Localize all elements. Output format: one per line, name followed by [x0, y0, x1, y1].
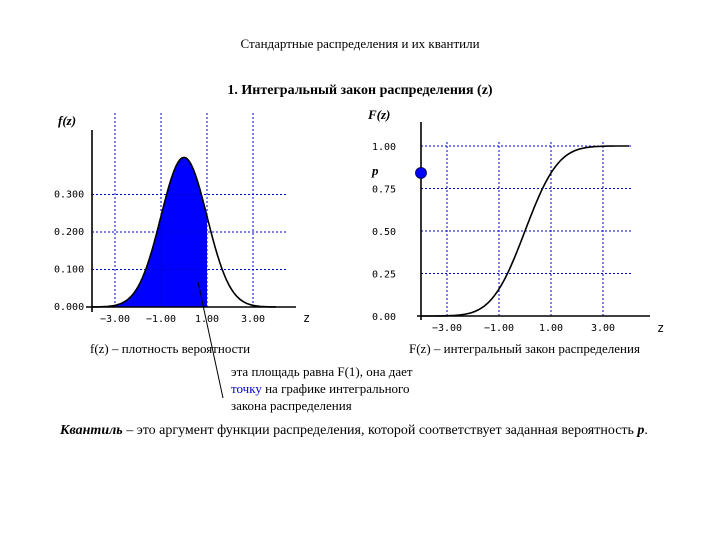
density-caption: f(z) – плотность вероятности	[90, 341, 251, 356]
right-y-axis-label: F(z)	[368, 107, 391, 122]
cdf-x-tick-0: −3.00	[432, 323, 462, 334]
density-x-tick-0: −3.00	[100, 314, 130, 325]
density-x-tick-1: −1.00	[146, 314, 176, 325]
area-annotation: эта площадь равна F(1), она дает точку н…	[231, 363, 446, 414]
cdf-y-tick-0: 0.00	[372, 312, 396, 323]
annotation-line-3: закона распределения	[231, 398, 352, 413]
annotation-pointer-line	[197, 281, 224, 399]
section-title: 1. Интегральный закон распределения (z)	[227, 83, 493, 98]
left-y-axis-label: f(z)	[58, 113, 77, 128]
cdf-y-tick-4: 1.00	[372, 142, 396, 153]
cdf-x-tick-2: 1.00	[539, 323, 563, 334]
cdf-y-tick-3: 0.75	[372, 185, 396, 196]
annotation-line-2: точку на графике интегрального	[231, 381, 410, 396]
density-y-tick-1: 0.100	[54, 265, 84, 276]
density-y-tick-0: 0.000	[54, 302, 84, 313]
density-chart: −3.00 −1.00 1.00 3.00 0.000 0.100 0.200 0.300 z	[54, 112, 310, 325]
cdf-chart: p −3.00 −1.00 1.00 3.00 0.00 0.25 0.50 0.75 1.00 z	[371, 122, 664, 335]
slide-title: Стандартные распределения и их квантили	[240, 36, 480, 51]
cdf-x-axis-label: z	[657, 321, 664, 335]
cdf-p-label: p	[371, 163, 379, 178]
density-x-tick-3: 3.00	[241, 314, 265, 325]
cdf-caption: F(z) – интегральный закон распределения	[409, 341, 640, 356]
annotation-highlight: точку	[231, 381, 262, 396]
quantile-term: Квантиль	[60, 423, 123, 438]
density-shaded-area	[92, 157, 207, 307]
annotation-line-1: эта площадь равна F(1), она дает	[231, 364, 413, 379]
density-x-axis-label: z	[303, 311, 310, 325]
density-curve	[92, 156, 276, 308]
cdf-y-tick-2: 0.50	[372, 227, 396, 238]
cdf-p-point	[415, 167, 427, 179]
quantile-definition: Квантиль – это аргумент функции распреде…	[60, 423, 648, 438]
density-y-tick-3: 0.300	[54, 190, 84, 201]
cdf-x-tick-3: 3.00	[591, 323, 615, 334]
cdf-y-tick-1: 0.25	[372, 270, 396, 281]
quantile-p: p	[637, 423, 645, 438]
density-x-tick-2: 1.00	[195, 314, 219, 325]
cdf-x-tick-1: −1.00	[484, 323, 514, 334]
density-y-tick-2: 0.200	[54, 227, 84, 238]
